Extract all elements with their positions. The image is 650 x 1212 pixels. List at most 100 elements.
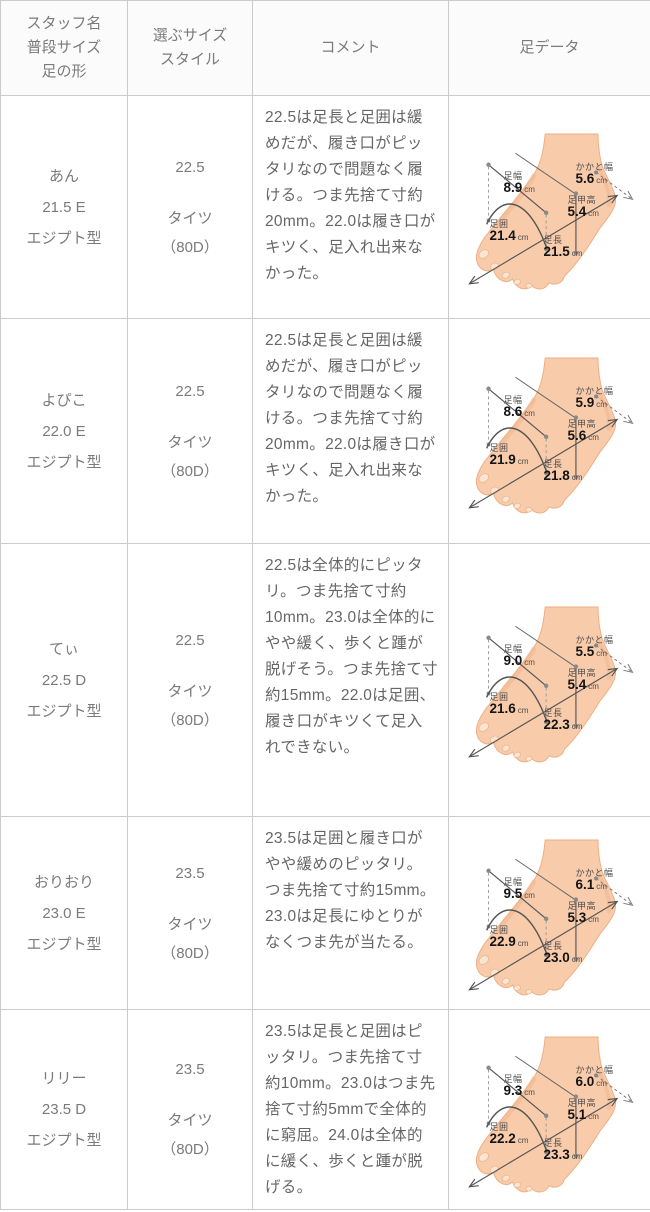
table-row: てぃ 22.5 D エジプト型 22.5 タイツ （80D） 22.5は全体的に… xyxy=(0,543,650,817)
comment-text: 22.5は全体的にピッタリ。つま先捨て寸約10mm。23.0は全体的にやや緩く、… xyxy=(265,557,438,756)
measure-instep-height: 足甲高 5.4 cm xyxy=(568,195,599,221)
measure-label: 足囲 xyxy=(489,1121,509,1132)
comment-text: 22.5は足長と足囲は緩めだが、履き口がピッタリなので問題なく履ける。つま先捨て… xyxy=(265,332,436,505)
measure-foot-width: 足幅 8.6 cm xyxy=(504,395,535,421)
measure-unit: cm xyxy=(588,1111,599,1121)
measure-unit: cm xyxy=(588,209,599,218)
measure-value: 21.9 xyxy=(489,452,516,467)
measure-value: 5.3 xyxy=(567,910,587,925)
measure-foot-girth: 足囲 21.6 cm xyxy=(490,692,529,718)
measure-foot-length: 足長 23.3 cm xyxy=(544,1138,583,1164)
measure-label: 足甲高 xyxy=(567,195,597,205)
measure-value: 9.5 xyxy=(503,886,523,901)
table-row: おりおり 23.0 E エジプト型 23.5 タイツ （80D） 23.5は足囲… xyxy=(0,816,650,1010)
staff-cell: あん 21.5 E エジプト型 xyxy=(0,95,128,319)
foot-shape: エジプト型 xyxy=(26,453,102,471)
comment-text: 23.5は足囲と履き口がやや緩めのピッタリ。つま先捨て寸約15mm。23.0は足… xyxy=(265,830,436,951)
chosen-size: 22.5 xyxy=(175,158,205,176)
measure-unit: cm xyxy=(596,649,607,658)
foot-shape: エジプト型 xyxy=(26,1132,102,1149)
foot-diagram: 足幅 8.9 cm かかと幅 5.6 cm 足甲高 5.4 cm 足囲 21.4 cm xyxy=(454,111,646,303)
foot-shape: エジプト型 xyxy=(26,229,102,247)
foot-data-cell: 足幅 8.9 cm かかと幅 5.6 cm 足甲高 5.4 cm 足囲 21.4 cm xyxy=(448,95,650,319)
chosen-size-cell: 22.5 タイツ （80D） xyxy=(127,543,253,817)
measure-instep-height: 足甲高 5.4 cm xyxy=(568,668,599,694)
measure-instep-height: 足甲高 5.6 cm xyxy=(568,419,599,445)
measure-unit: cm xyxy=(571,249,583,258)
staff-name: おりおり xyxy=(33,873,94,891)
measure-heel-width: かかと幅 5.5 cm xyxy=(576,635,614,661)
measure-foot-width: 足幅 9.5 cm xyxy=(504,877,535,903)
header-staff-line3: 足の形 xyxy=(41,63,87,80)
measure-unit: cm xyxy=(596,400,607,409)
measure-unit: cm xyxy=(588,433,599,442)
measure-unit: cm xyxy=(596,882,607,891)
header-staff: スタッフ名 普段サイズ 足の形 xyxy=(0,0,128,96)
comment-cell: 22.5は足長と足囲は緩めだが、履き口がピッタリなので問題なく履ける。つま先捨て… xyxy=(252,318,449,544)
chosen-size: 22.5 xyxy=(175,382,205,400)
measure-instep-height: 足甲高 5.1 cm xyxy=(568,1098,599,1124)
measure-value: 5.4 xyxy=(567,677,587,692)
measure-heel-width: かかと幅 6.1 cm xyxy=(576,868,614,894)
foot-canvas xyxy=(454,335,646,527)
measure-label: 足甲高 xyxy=(567,419,597,429)
measure-instep-height: 足甲高 5.3 cm xyxy=(568,901,599,927)
staff-cell: てぃ 22.5 D エジプト型 xyxy=(0,543,128,817)
measure-unit: cm xyxy=(588,682,599,691)
usual-size: 23.0 E xyxy=(42,904,86,922)
measure-value: 23.3 xyxy=(543,1146,570,1162)
measure-value: 8.9 xyxy=(503,180,523,195)
comment-text: 22.5は足長と足囲は緩めだが、履き口がピッタリなので問題なく履ける。つま先捨て… xyxy=(265,109,436,282)
measure-foot-girth: 足囲 22.9 cm xyxy=(490,925,529,951)
measure-unit: cm xyxy=(517,457,529,466)
style-denier: （80D） xyxy=(161,238,219,256)
foot-canvas xyxy=(454,817,646,1009)
measure-label: 足幅 xyxy=(503,395,523,405)
measure-foot-length: 足長 21.8 cm xyxy=(544,459,583,485)
measure-label: 足甲高 xyxy=(567,668,597,678)
measure-label: 足甲高 xyxy=(567,1097,597,1108)
table-row: よぴこ 22.0 E エジプト型 22.5 タイツ （80D） 22.5は足長と… xyxy=(0,318,650,544)
measure-label: かかと幅 xyxy=(575,1064,614,1075)
staff-cell: よぴこ 22.0 E エジプト型 xyxy=(0,318,128,544)
measure-label: かかと幅 xyxy=(575,868,614,878)
measure-value: 5.5 xyxy=(575,644,595,659)
measure-label: かかと幅 xyxy=(575,635,614,645)
measure-label: かかと幅 xyxy=(575,386,614,396)
measure-value: 5.4 xyxy=(567,204,587,219)
measure-unit: cm xyxy=(596,1078,607,1088)
chosen-size: 23.5 xyxy=(175,1061,205,1078)
header-staff-line1: スタッフ名 xyxy=(26,15,102,32)
chosen-size-cell: 22.5 タイツ （80D） xyxy=(127,95,253,319)
measure-value: 5.6 xyxy=(567,428,587,443)
measure-value: 21.6 xyxy=(489,701,516,716)
style-denier: （80D） xyxy=(161,1141,219,1158)
foot-data-cell: 足幅 9.5 cm かかと幅 6.1 cm 足甲高 5.3 cm 足囲 22.9 cm xyxy=(448,816,650,1010)
measure-value: 5.1 xyxy=(567,1106,587,1122)
measure-value: 21.5 xyxy=(543,244,570,259)
staff-name: てぃ xyxy=(48,640,79,658)
style-name: タイツ xyxy=(167,915,213,933)
measure-unit: cm xyxy=(524,1087,535,1097)
header-row: スタッフ名 普段サイズ 足の形 選ぶサイズ スタイル コメント 足データ xyxy=(0,0,650,96)
measure-label: 足長 xyxy=(543,235,563,245)
measure-unit: cm xyxy=(524,409,535,418)
measure-value: 21.8 xyxy=(543,468,570,483)
measure-value: 21.4 xyxy=(489,228,516,243)
foot-data-cell: 足幅 9.3 cm かかと幅 6.0 cm 足甲高 5.1 cm 足囲 22.2 cm xyxy=(448,1009,650,1210)
measure-value: 22.3 xyxy=(543,717,570,732)
measure-unit: cm xyxy=(571,473,583,482)
style-name: タイツ xyxy=(167,682,213,700)
measure-foot-width: 足幅 9.3 cm xyxy=(504,1074,535,1100)
measure-label: 足甲高 xyxy=(567,901,597,911)
staff-name: あん xyxy=(48,167,79,185)
usual-size: 22.0 E xyxy=(42,422,86,440)
foot-canvas xyxy=(454,584,646,776)
measure-heel-width: かかと幅 6.0 cm xyxy=(576,1065,614,1091)
measure-foot-girth: 足囲 21.4 cm xyxy=(490,219,529,245)
table-row: リリー 23.5 D エジプト型 23.5 タイツ （80D） 23.5は足長と… xyxy=(0,1009,650,1210)
staff-name: よぴこ xyxy=(41,391,87,409)
foot-diagram: 足幅 8.6 cm かかと幅 5.9 cm 足甲高 5.6 cm 足囲 21.9 cm xyxy=(454,335,646,527)
comment-cell: 23.5は足囲と履き口がやや緩めのピッタリ。つま先捨て寸約15mm。23.0は足… xyxy=(252,816,449,1010)
